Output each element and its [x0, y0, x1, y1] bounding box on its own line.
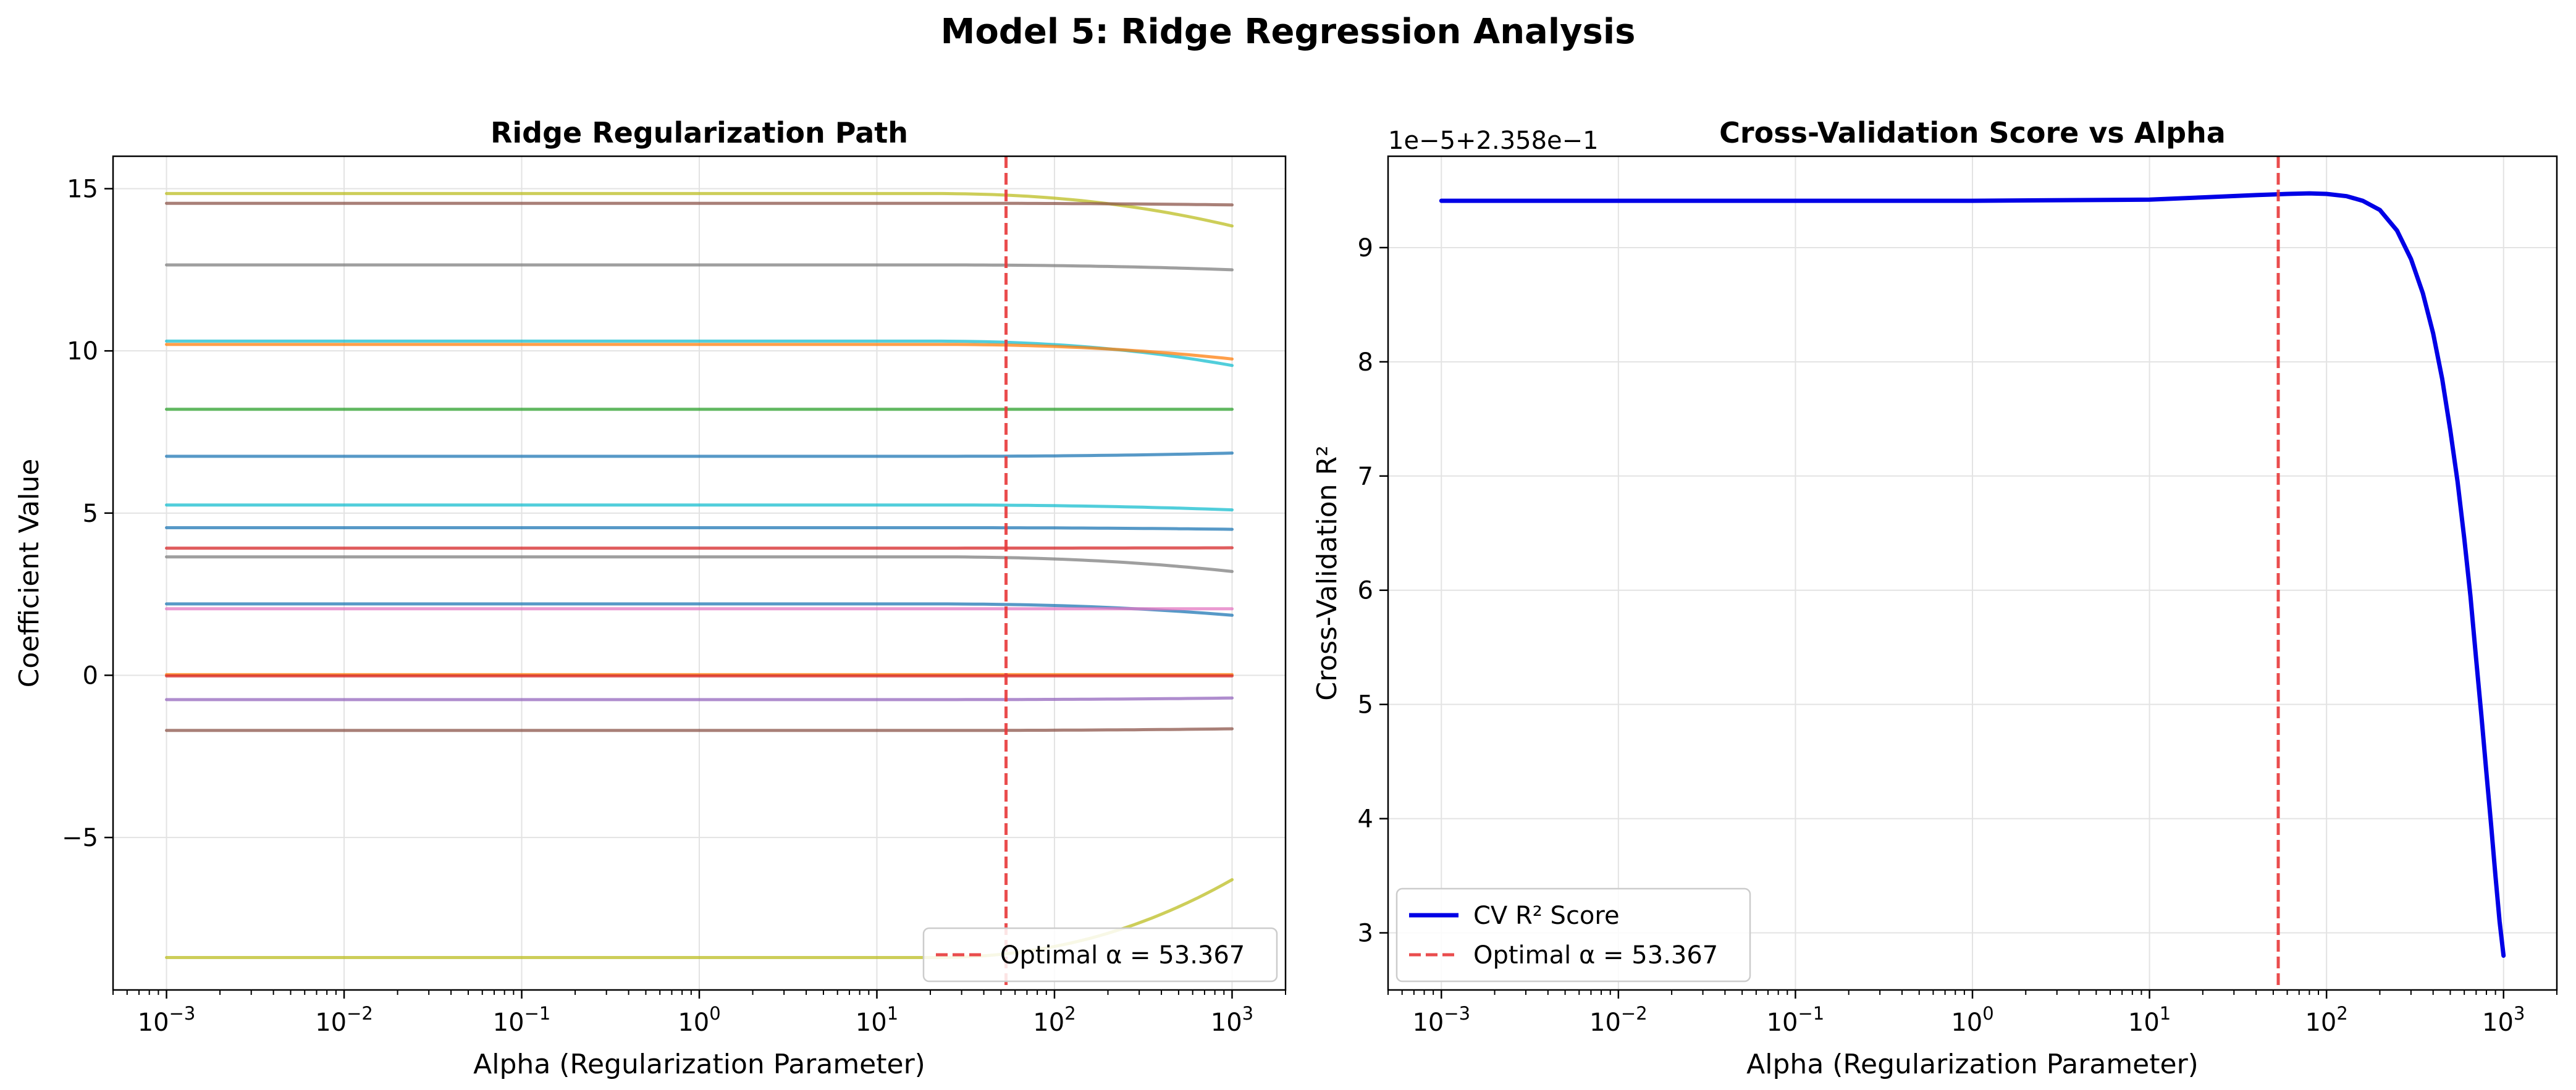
x-tick-label: 10−1 [493, 1003, 551, 1037]
legend-box [922, 927, 1278, 983]
coefficient-line [165, 339, 1234, 367]
x-tick-exponent: 1 [2160, 1003, 2171, 1024]
plot-area [165, 156, 1234, 990]
x-tick-base: 10 [493, 1008, 524, 1037]
coefficient-line [165, 696, 1234, 702]
cv-score-panel: 10−3 10−2 10−1 100 101 102 1033456789Cross-Val… [1311, 116, 2558, 1080]
y-tick-label: 5 [1358, 691, 1373, 719]
y-tick-label: 3 [1358, 920, 1373, 948]
x-tick-label: 102 [1033, 1003, 1075, 1037]
panel-title: Ridge Regularization Path [490, 116, 908, 149]
x-tick-label: 10−2 [1589, 1003, 1648, 1037]
x-axis-label: Alpha (Regularization Parameter) [473, 1049, 925, 1080]
x-tick-exponent: 1 [887, 1003, 898, 1024]
x-tick-label: 10−3 [138, 1003, 196, 1037]
legend-label-optimal: Optimal α = 53.367 [1473, 941, 1718, 970]
y-tick-label: 10 [67, 337, 98, 366]
x-tick-base: 10 [1412, 1008, 1444, 1037]
x-tick-exponent: −2 [1621, 1003, 1648, 1024]
coefficient-line [165, 503, 1234, 512]
x-tick-label: 100 [678, 1003, 720, 1037]
x-tick-exponent: 3 [2514, 1003, 2525, 1024]
y-tick-label: 7 [1358, 463, 1373, 491]
x-tick-label: 102 [2305, 1003, 2347, 1037]
x-tick-label: 10−1 [1767, 1003, 1825, 1037]
x-tick-base: 10 [678, 1008, 709, 1037]
coefficient-line [165, 343, 1234, 361]
x-tick-exponent: −2 [347, 1003, 373, 1024]
x-tick-label: 103 [2482, 1003, 2525, 1037]
x-tick-label: 103 [1211, 1003, 1253, 1037]
x-tick-exponent: 2 [1064, 1003, 1075, 1024]
x-tick-base: 10 [1033, 1008, 1064, 1037]
x-tick-exponent: −1 [1798, 1003, 1825, 1024]
x-tick-label: 10−3 [1412, 1003, 1470, 1037]
cv-score-line [1439, 191, 2506, 958]
coefficient-line [165, 602, 1234, 617]
coefficient-line [165, 727, 1234, 732]
legend-box [1395, 887, 1751, 983]
legend-label-optimal: Optimal α = 53.367 [1000, 941, 1245, 970]
x-tick-exponent: −1 [524, 1003, 551, 1024]
x-tick-base: 10 [1211, 1008, 1242, 1037]
x-tick-base: 10 [856, 1008, 887, 1037]
y-tick-label: 0 [83, 661, 98, 690]
legend: Optimal α = 53.367 [922, 927, 1278, 983]
coefficient-line [165, 191, 1234, 228]
y-tick-label: 15 [67, 175, 98, 204]
coefficient-line [165, 263, 1234, 272]
x-tick-base: 10 [138, 1008, 169, 1037]
y-axis-label: Coefficient Value [14, 459, 45, 688]
x-tick-label: 101 [2128, 1003, 2171, 1037]
x-tick-exponent: −3 [169, 1003, 196, 1024]
legend: CV R² Score Optimal α = 53.367 [1395, 887, 1751, 983]
coefficient-line [165, 555, 1234, 573]
x-tick-exponent: 0 [709, 1003, 720, 1024]
x-tick-exponent: −3 [1444, 1003, 1470, 1024]
x-tick-base: 10 [1589, 1008, 1621, 1037]
y-tick-label: 5 [83, 500, 98, 528]
x-tick-base: 10 [1951, 1008, 1982, 1037]
coefficient-line [165, 526, 1234, 531]
x-axis-label: Alpha (Regularization Parameter) [1746, 1049, 2199, 1080]
y-tick-label: 8 [1358, 348, 1373, 377]
y-tick-label: 6 [1358, 577, 1373, 605]
coefficient-line [165, 201, 1234, 207]
legend-label-cv: CV R² Score [1473, 902, 1620, 930]
coefficient-line [165, 451, 1234, 458]
y-tick-label: −5 [62, 824, 98, 852]
y-axis-label: Cross-Validation R² [1311, 445, 1343, 700]
x-tick-label: 10−2 [315, 1003, 373, 1037]
plot-area [1439, 156, 2506, 990]
x-tick-exponent: 3 [1242, 1003, 1253, 1024]
x-tick-label: 101 [856, 1003, 898, 1037]
x-tick-exponent: 0 [1982, 1003, 1993, 1024]
y-tick-label: 9 [1358, 234, 1373, 262]
x-tick-label: 100 [1951, 1003, 1993, 1037]
axis-offset-text: 1e−5+2.358e−1 [1388, 127, 1599, 155]
figure-title: Model 5: Ridge Regression Analysis [941, 12, 1636, 52]
x-tick-base: 10 [2128, 1008, 2160, 1037]
x-tick-base: 10 [2305, 1008, 2336, 1037]
x-tick-base: 10 [1767, 1008, 1798, 1037]
x-tick-base: 10 [2482, 1008, 2514, 1037]
y-tick-label: 4 [1358, 805, 1373, 834]
panel-title: Cross-Validation Score vs Alpha [1719, 116, 2226, 149]
x-tick-exponent: 2 [2336, 1003, 2347, 1024]
x-tick-base: 10 [315, 1008, 347, 1037]
